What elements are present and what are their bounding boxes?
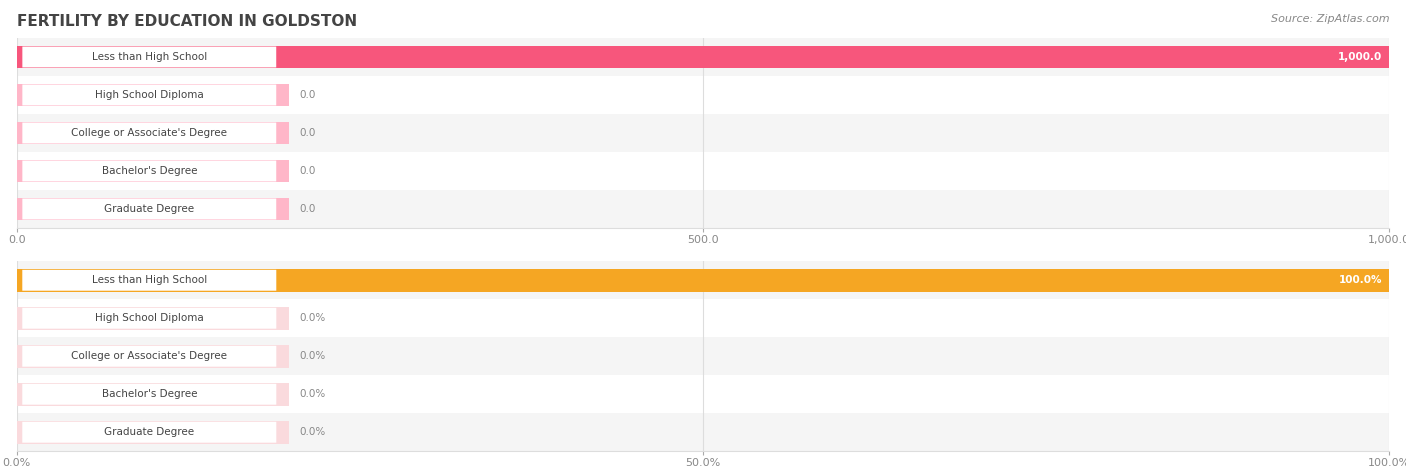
- Bar: [17, 38, 1389, 76]
- Text: High School Diploma: High School Diploma: [96, 90, 204, 100]
- Bar: [17, 190, 1389, 228]
- Bar: [17, 198, 288, 220]
- Text: College or Associate's Degree: College or Associate's Degree: [72, 351, 228, 361]
- Text: 0.0%: 0.0%: [299, 427, 326, 437]
- Bar: [17, 383, 288, 406]
- Text: 0.0%: 0.0%: [299, 389, 326, 399]
- FancyBboxPatch shape: [22, 308, 277, 329]
- Text: High School Diploma: High School Diploma: [96, 313, 204, 323]
- Bar: [17, 122, 288, 144]
- FancyBboxPatch shape: [22, 161, 276, 181]
- Text: Bachelor's Degree: Bachelor's Degree: [101, 166, 197, 176]
- FancyBboxPatch shape: [22, 422, 277, 443]
- Text: 0.0: 0.0: [299, 128, 316, 138]
- Bar: [17, 46, 1389, 68]
- Bar: [17, 307, 288, 330]
- Bar: [17, 152, 1389, 190]
- Bar: [17, 337, 1389, 375]
- Text: 0.0%: 0.0%: [299, 313, 326, 323]
- FancyBboxPatch shape: [22, 346, 277, 367]
- FancyBboxPatch shape: [22, 123, 276, 143]
- Bar: [17, 413, 1389, 451]
- FancyBboxPatch shape: [22, 47, 276, 67]
- Bar: [17, 76, 1389, 114]
- Bar: [17, 345, 288, 368]
- Text: FERTILITY BY EDUCATION IN GOLDSTON: FERTILITY BY EDUCATION IN GOLDSTON: [17, 14, 357, 29]
- Text: Less than High School: Less than High School: [91, 275, 207, 285]
- Bar: [17, 114, 1389, 152]
- Text: 100.0%: 100.0%: [1339, 275, 1382, 285]
- Text: 0.0: 0.0: [299, 90, 316, 100]
- Bar: [17, 160, 288, 182]
- Text: College or Associate's Degree: College or Associate's Degree: [72, 128, 228, 138]
- FancyBboxPatch shape: [22, 270, 277, 291]
- FancyBboxPatch shape: [22, 199, 276, 219]
- Bar: [17, 299, 1389, 337]
- Bar: [17, 421, 288, 444]
- Text: 0.0%: 0.0%: [299, 351, 326, 361]
- Text: Bachelor's Degree: Bachelor's Degree: [101, 389, 197, 399]
- Bar: [17, 261, 1389, 299]
- Text: Source: ZipAtlas.com: Source: ZipAtlas.com: [1271, 14, 1389, 24]
- Bar: [17, 84, 288, 106]
- FancyBboxPatch shape: [22, 384, 277, 405]
- Text: Less than High School: Less than High School: [91, 52, 207, 62]
- Text: Graduate Degree: Graduate Degree: [104, 427, 194, 437]
- Text: 1,000.0: 1,000.0: [1339, 52, 1382, 62]
- Bar: [17, 375, 1389, 413]
- Bar: [17, 269, 1389, 292]
- Text: Graduate Degree: Graduate Degree: [104, 204, 194, 214]
- Text: 0.0: 0.0: [299, 204, 316, 214]
- FancyBboxPatch shape: [22, 85, 276, 105]
- Text: 0.0: 0.0: [299, 166, 316, 176]
